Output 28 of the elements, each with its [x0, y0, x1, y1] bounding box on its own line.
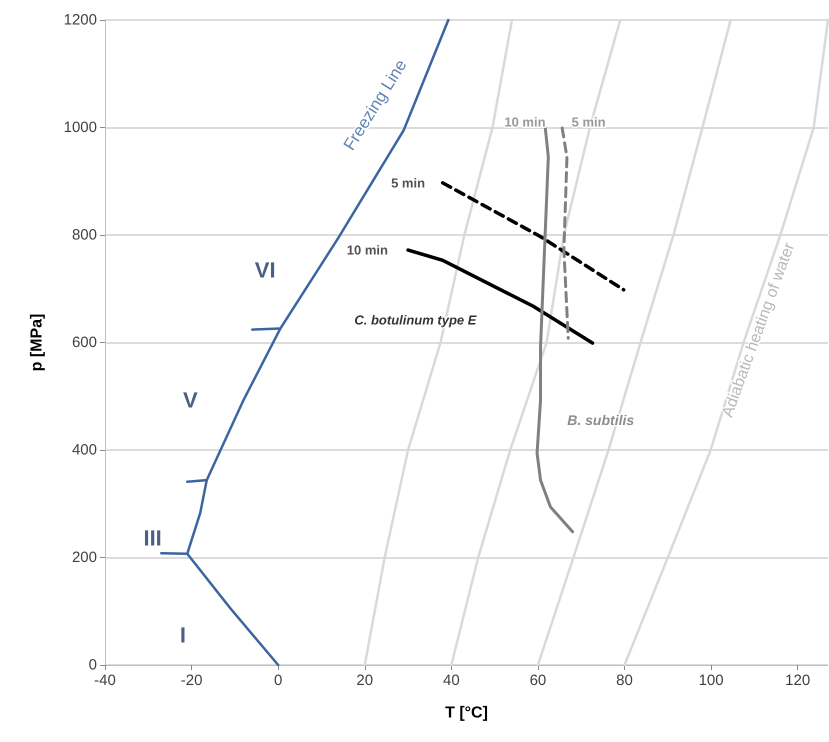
annotation: 5 min: [572, 114, 606, 130]
x-axis-title: T [°C]: [445, 704, 488, 722]
y-tick-label: 200: [72, 549, 97, 566]
annotation: III: [143, 526, 162, 551]
x-tick-label: -40: [94, 672, 116, 689]
x-tick-label: 120: [785, 672, 810, 689]
y-tick-label: 0: [88, 656, 97, 674]
y-tick-label: 1000: [64, 119, 97, 136]
y-tick-label: 400: [72, 442, 97, 458]
annotation: 5 min: [391, 175, 426, 190]
y-tick-label: 1200: [64, 12, 97, 28]
x-tick-label: 100: [698, 672, 724, 689]
x-tick-label: 40: [443, 672, 460, 689]
annotation: V: [182, 388, 198, 413]
x-tick-label: 0: [274, 672, 282, 689]
y-axis-title: p [MPa]: [28, 314, 46, 372]
x-tick-label: 60: [530, 672, 546, 689]
y-tick-label: 600: [72, 334, 97, 351]
annotation: I: [180, 622, 186, 648]
annotation: B. subtilis: [567, 412, 634, 428]
annotation: C. botulinum type E: [354, 312, 477, 328]
annotation: VI: [254, 257, 276, 282]
x-tick-label: 80: [616, 672, 633, 689]
x-tick-label: 20: [356, 672, 374, 689]
annotation: 10 min: [346, 242, 388, 258]
y-tick-label: 800: [72, 226, 97, 244]
x-tick-label: -20: [180, 672, 202, 689]
annotation: 10 min: [504, 114, 546, 130]
